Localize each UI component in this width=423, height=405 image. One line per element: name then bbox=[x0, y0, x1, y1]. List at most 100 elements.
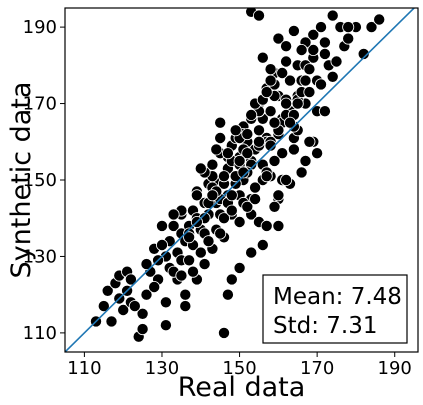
scatter-point bbox=[283, 116, 296, 129]
x-tick-label: 190 bbox=[378, 358, 412, 379]
y-tick-label: 150 bbox=[23, 170, 57, 191]
scatter-point bbox=[229, 124, 242, 137]
x-tick-label: 130 bbox=[145, 358, 179, 379]
scatter-point bbox=[318, 47, 331, 60]
scatter-point bbox=[268, 154, 281, 167]
scatter-point bbox=[214, 227, 227, 240]
stats-box-frame bbox=[262, 274, 408, 344]
scatter-point bbox=[307, 28, 320, 41]
scatter-point bbox=[303, 86, 316, 99]
scatter-point bbox=[357, 47, 370, 60]
scatter-point bbox=[264, 105, 277, 118]
scatter-point bbox=[206, 189, 219, 202]
scatter-point bbox=[155, 219, 168, 232]
scatter-point bbox=[252, 9, 265, 22]
scatter-point bbox=[233, 261, 246, 274]
scatter-point bbox=[214, 116, 227, 129]
stats-std-label: Std: 7.31 bbox=[273, 313, 378, 339]
scatter-point bbox=[260, 170, 273, 183]
scatter-point bbox=[225, 204, 238, 217]
scatter-point bbox=[194, 246, 207, 259]
scatter-point bbox=[291, 97, 304, 110]
scatter-point bbox=[326, 9, 339, 22]
scatter-point bbox=[233, 215, 246, 228]
scatter-point bbox=[264, 139, 277, 152]
scatter-point bbox=[272, 32, 285, 45]
scatter-point bbox=[303, 135, 316, 148]
y-tick-label: 190 bbox=[23, 17, 57, 38]
scatter-point bbox=[198, 258, 211, 271]
scatter-point bbox=[179, 288, 192, 301]
scatter-point bbox=[280, 40, 293, 53]
scatter-point bbox=[283, 74, 296, 87]
x-tick-label: 150 bbox=[222, 358, 256, 379]
scatter-point bbox=[214, 131, 227, 144]
scatter-point bbox=[303, 63, 316, 76]
scatter-point bbox=[307, 44, 320, 57]
scatter-point bbox=[326, 70, 339, 83]
scatter-point bbox=[190, 189, 203, 202]
scatter-point bbox=[373, 13, 386, 26]
scatter-point bbox=[314, 21, 327, 34]
scatter-point bbox=[194, 162, 207, 175]
scatter-point bbox=[210, 143, 223, 156]
scatter-point bbox=[175, 269, 188, 282]
scatter-point bbox=[105, 315, 118, 328]
scatter-point bbox=[140, 258, 153, 271]
scatter-point bbox=[183, 254, 196, 267]
scatter-point bbox=[264, 74, 277, 87]
scatter-point bbox=[245, 246, 258, 259]
scatter-point bbox=[217, 326, 230, 339]
scatter-point bbox=[183, 231, 196, 244]
scatter-point bbox=[101, 284, 114, 297]
scatter-point bbox=[159, 296, 172, 309]
x-tick-label: 170 bbox=[300, 358, 334, 379]
y-tick-label: 110 bbox=[23, 323, 57, 344]
x-tick-label: 110 bbox=[67, 358, 101, 379]
scatter-point bbox=[225, 273, 238, 286]
scatter-point bbox=[217, 212, 230, 225]
y-axis-label: Synthetic data bbox=[6, 82, 37, 279]
scatter-point bbox=[186, 265, 199, 278]
scatter-point bbox=[295, 166, 308, 179]
scatter-point bbox=[249, 193, 262, 206]
scatter-point bbox=[117, 303, 130, 316]
scatter-point bbox=[330, 55, 343, 68]
scatter-point bbox=[342, 32, 355, 45]
stats-mean-label: Mean: 7.48 bbox=[273, 284, 402, 310]
y-tick-label: 130 bbox=[23, 246, 57, 267]
scatter-point bbox=[245, 109, 258, 122]
scatter-point bbox=[299, 154, 312, 167]
scatter-point bbox=[202, 235, 215, 248]
scatter-point bbox=[124, 273, 137, 286]
scatter-point bbox=[299, 74, 312, 87]
scatter-point bbox=[268, 116, 281, 129]
scatter-point bbox=[264, 63, 277, 76]
scatter-point bbox=[318, 105, 331, 118]
scatter-point bbox=[280, 55, 293, 68]
scatter-point bbox=[252, 135, 265, 148]
scatter-point bbox=[217, 170, 230, 183]
scatter-point bbox=[260, 86, 273, 99]
scatter-point bbox=[256, 238, 269, 251]
x-axis-ticks: 110 130 150 170 190 bbox=[67, 352, 412, 379]
scatter-point bbox=[311, 147, 324, 160]
scatter-point bbox=[241, 147, 254, 160]
y-tick-label: 170 bbox=[23, 94, 57, 115]
scatter-point bbox=[136, 323, 149, 336]
scatter-point bbox=[365, 21, 378, 34]
scatter-point bbox=[272, 219, 285, 232]
scatter-point bbox=[128, 300, 141, 313]
scatter-point bbox=[221, 147, 234, 160]
scatter-point bbox=[97, 300, 110, 313]
scatter-point bbox=[140, 288, 153, 301]
scatter-point bbox=[276, 147, 289, 160]
scatter-point bbox=[314, 78, 327, 91]
scatter-point bbox=[295, 44, 308, 57]
scatter-point bbox=[260, 219, 273, 232]
scatter-point bbox=[241, 128, 254, 141]
scatter-point bbox=[276, 67, 289, 80]
scatter-point bbox=[318, 36, 331, 49]
identity-reference-line bbox=[65, 8, 416, 352]
